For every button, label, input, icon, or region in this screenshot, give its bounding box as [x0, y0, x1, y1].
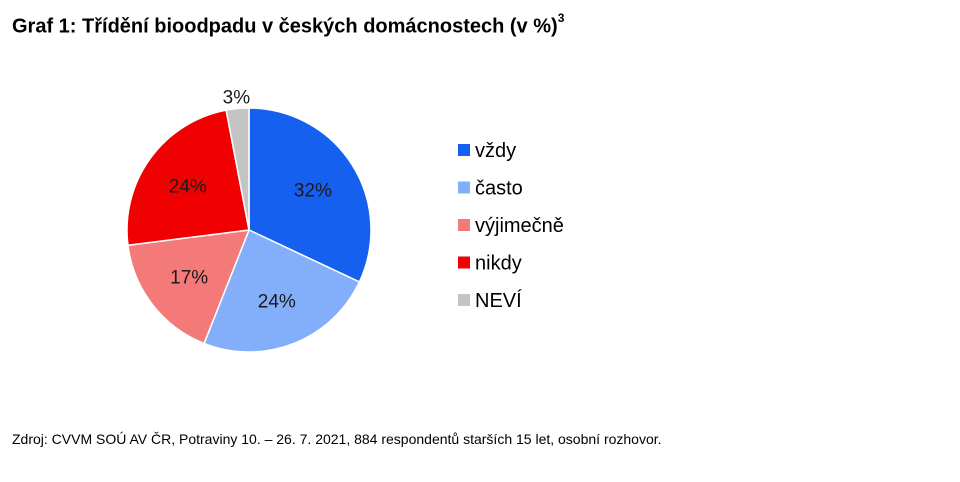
- legend-item-vzdy: vždy: [458, 140, 516, 162]
- pie-slice-vyjimecne: [127, 229, 251, 345]
- pie-data-labels: 32% 24% 17% 24% 3%: [169, 88, 332, 313]
- legend-item-casto: často: [458, 178, 523, 200]
- legend-swatch: [458, 256, 470, 269]
- data-label-nevi: 3%: [223, 88, 251, 109]
- data-label-vyjimecne: 17%: [170, 267, 208, 288]
- chart-title: Graf 1: Třídění bioodpadu v českých domá…: [12, 11, 565, 39]
- legend-item-nevi: NEVÍ: [458, 289, 522, 312]
- legend-label: nikdy: [475, 253, 522, 275]
- footnote-mark: 3: [557, 11, 565, 25]
- legend-label: často: [475, 178, 523, 200]
- pie-slice-nikdy: [126, 109, 250, 247]
- legend-swatch: [458, 181, 470, 194]
- legend-swatch: [458, 144, 470, 156]
- legend-item-vyjimecne: výjimečně: [458, 215, 564, 237]
- legend-swatch: [458, 219, 470, 231]
- legend-swatch: [458, 294, 470, 306]
- chart-legend: vždy často výjimečně nikdy NEVÍ: [458, 140, 564, 312]
- pie-slices: [126, 107, 372, 353]
- legend-label: výjimečně: [475, 215, 564, 237]
- data-label-casto: 24%: [258, 291, 296, 312]
- data-label-vzdy: 32%: [294, 181, 332, 202]
- chart-title-text: Graf 1: Třídění bioodpadu v českých domá…: [12, 15, 558, 38]
- data-label-nikdy: 24%: [169, 177, 207, 198]
- pie-slice-casto: [203, 228, 361, 353]
- legend-item-nikdy: nikdy: [458, 253, 522, 275]
- legend-label: vždy: [475, 140, 516, 162]
- pie-slice-vzdy: [248, 107, 372, 283]
- pie-slice-nevi: [225, 107, 250, 231]
- legend-label: NEVÍ: [475, 289, 522, 312]
- source-note: Zdroj: CVVM SOÚ AV ČR, Potraviny 10. – 2…: [12, 431, 662, 447]
